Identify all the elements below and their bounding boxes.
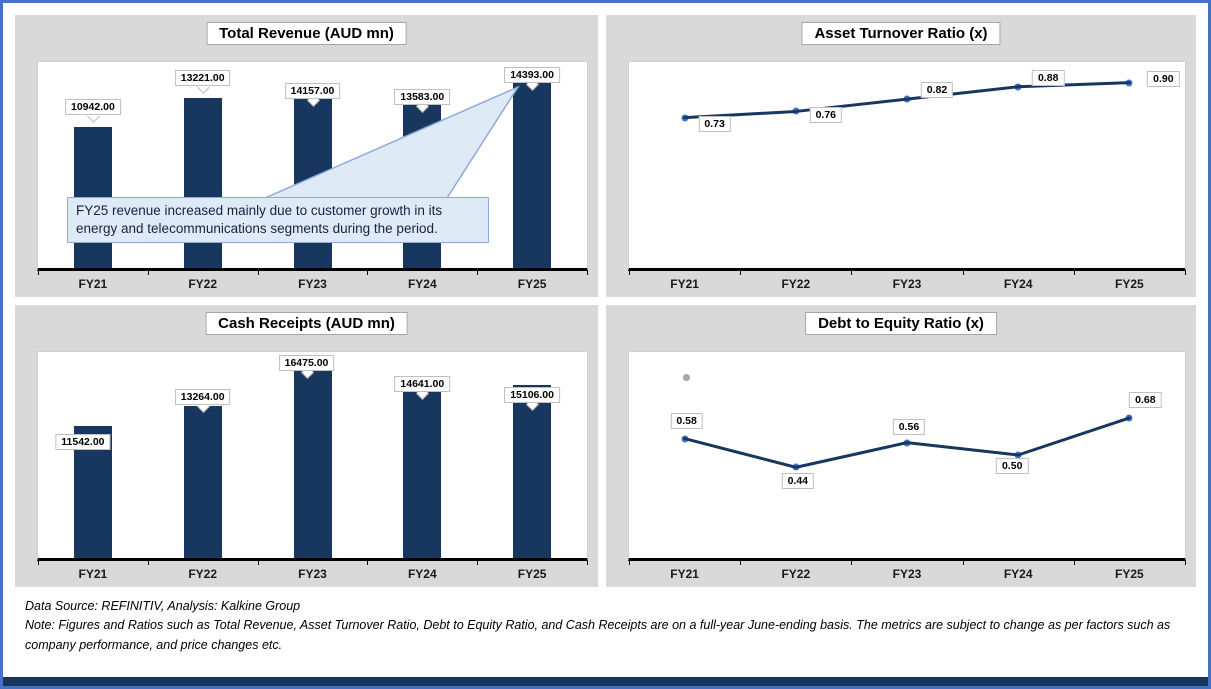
footer-notes: Data Source: REFINITIV, Analysis: Kalkin…	[25, 597, 1192, 655]
bar-FY25	[513, 385, 552, 558]
plot-area: 0.73 0.76 0.82 0.88 0.90	[628, 61, 1186, 275]
x-axis-category-label: FY23	[298, 567, 327, 581]
axis-tick	[629, 561, 630, 565]
trend-line	[683, 416, 1131, 469]
axis-tick	[38, 561, 39, 565]
chart-title-total-revenue: Total Revenue (AUD mn)	[206, 22, 407, 45]
trend-line-svg	[683, 81, 1131, 120]
note-line: Note: Figures and Ratios such as Total R…	[25, 618, 1171, 652]
axis-tick	[1185, 561, 1186, 565]
axis-tick	[962, 561, 964, 565]
plot-area: 0.58 0.44 0.56 0.50 0.68	[628, 351, 1186, 565]
axis-tick	[38, 271, 39, 275]
bar-value-label: 13264.00	[174, 389, 231, 406]
charts-grid: Total Revenue (AUD mn) 10942.00 13221.00 1…	[15, 15, 1196, 587]
x-axis-category-label: FY23	[892, 567, 922, 581]
trend-line-svg	[683, 416, 1131, 469]
panel-debt-to-equity: Debt to Equity Ratio (x) 0.58 0.44 0.56 0.5…	[606, 305, 1196, 587]
bar-value-label: 14641.00	[394, 376, 451, 393]
point-value-label: 0.88	[1031, 69, 1065, 86]
point-value-label: 0.44	[781, 473, 815, 490]
bar-value-label: 10942.00	[64, 99, 121, 116]
axis-tick	[477, 561, 479, 565]
axis-tick	[587, 271, 588, 275]
point-value-label: 0.90	[1147, 70, 1180, 87]
bar-FY24	[403, 390, 442, 558]
x-axis-category-label: FY25	[517, 567, 547, 581]
chart-title-debt-to-equity: Debt to Equity Ratio (x)	[805, 312, 997, 335]
bar-FY23	[293, 369, 332, 558]
panel-asset-turnover: Asset Turnover Ratio (x) 0.73 0.76 0.82 0.8…	[606, 15, 1196, 297]
annotation-callout-box: FY25 revenue increased mainly due to cus…	[67, 197, 489, 244]
panel-cash-receipts: Cash Receipts (AUD mn) 11542.00 13264.00 1…	[15, 305, 598, 587]
bar-value-label: 13221.00	[174, 69, 231, 86]
x-axis-category-label: FY24	[407, 277, 437, 291]
axis-tick	[147, 561, 149, 565]
x-axis-category-label: FY24	[1003, 277, 1033, 291]
axis-tick	[740, 561, 742, 565]
axis-tick	[257, 561, 259, 565]
x-axis-category-label: FY22	[188, 567, 218, 581]
x-axis-category-label: FY23	[892, 277, 922, 291]
axis-tick	[1073, 271, 1075, 275]
axis-tick	[587, 561, 588, 565]
axis-tick	[962, 271, 964, 275]
chart-title-cash-receipts: Cash Receipts (AUD mn)	[205, 312, 408, 335]
bottom-navy-strip	[3, 677, 1208, 686]
x-axis-category-label: FY21	[78, 277, 108, 291]
axis-tick	[367, 271, 369, 275]
axis-tick	[1185, 271, 1186, 275]
bar-value-label: 14157.00	[284, 82, 341, 99]
axis-tick	[1073, 561, 1075, 565]
point-value-label: 0.82	[920, 82, 954, 99]
axis-tick	[367, 561, 369, 565]
axis-tick	[851, 271, 853, 275]
x-axis-category-label: FY25	[517, 277, 547, 291]
x-axis-category-label: FY25	[1115, 277, 1144, 291]
x-axis-category-label: FY21	[78, 567, 108, 581]
bar-value-label: 14393.00	[504, 66, 560, 83]
plot-area: 11542.00 13264.00 16475.00 14641.00 15106.00	[37, 351, 588, 565]
point-value-label: 0.76	[809, 107, 843, 124]
trend-line	[683, 81, 1131, 120]
point-value-label: 0.50	[995, 458, 1029, 474]
bar-value-label: 16475.00	[278, 355, 335, 372]
x-axis-category-label: FY24	[407, 567, 437, 581]
bar-value-label: 11542.00	[55, 433, 111, 450]
axis-tick	[147, 271, 149, 275]
panel-total-revenue: Total Revenue (AUD mn) 10942.00 13221.00 1…	[15, 15, 598, 297]
point-value-label: 0.58	[670, 412, 703, 429]
point-value-label: 0.73	[698, 115, 731, 132]
x-axis-category-label: FY22	[188, 277, 218, 291]
x-axis-category-label: FY25	[1115, 567, 1144, 581]
stray-gray-dot	[683, 374, 690, 381]
point-value-label: 0.68	[1129, 391, 1162, 408]
axis-tick	[740, 271, 742, 275]
axis-tick	[257, 271, 259, 275]
chart-title-asset-turnover: Asset Turnover Ratio (x)	[801, 22, 1001, 45]
data-source-line: Data Source: REFINITIV, Analysis: Kalkin…	[25, 599, 301, 613]
x-axis-category-label: FY22	[781, 567, 811, 581]
bar-FY22	[183, 406, 222, 558]
axis-tick	[477, 271, 479, 275]
bar-value-label: 15106.00	[504, 387, 560, 404]
x-axis-category-label: FY24	[1003, 567, 1033, 581]
axis-tick	[851, 561, 853, 565]
x-axis-category-label: FY22	[781, 277, 811, 291]
x-axis-category-label: FY21	[670, 567, 699, 581]
bar-FY25	[513, 82, 552, 268]
point-value-label: 0.56	[892, 418, 926, 435]
x-axis-category-label: FY23	[298, 277, 327, 291]
x-axis-category-label: FY21	[670, 277, 699, 291]
bar-value-label: 13583.00	[394, 89, 451, 106]
axis-tick	[629, 271, 630, 275]
